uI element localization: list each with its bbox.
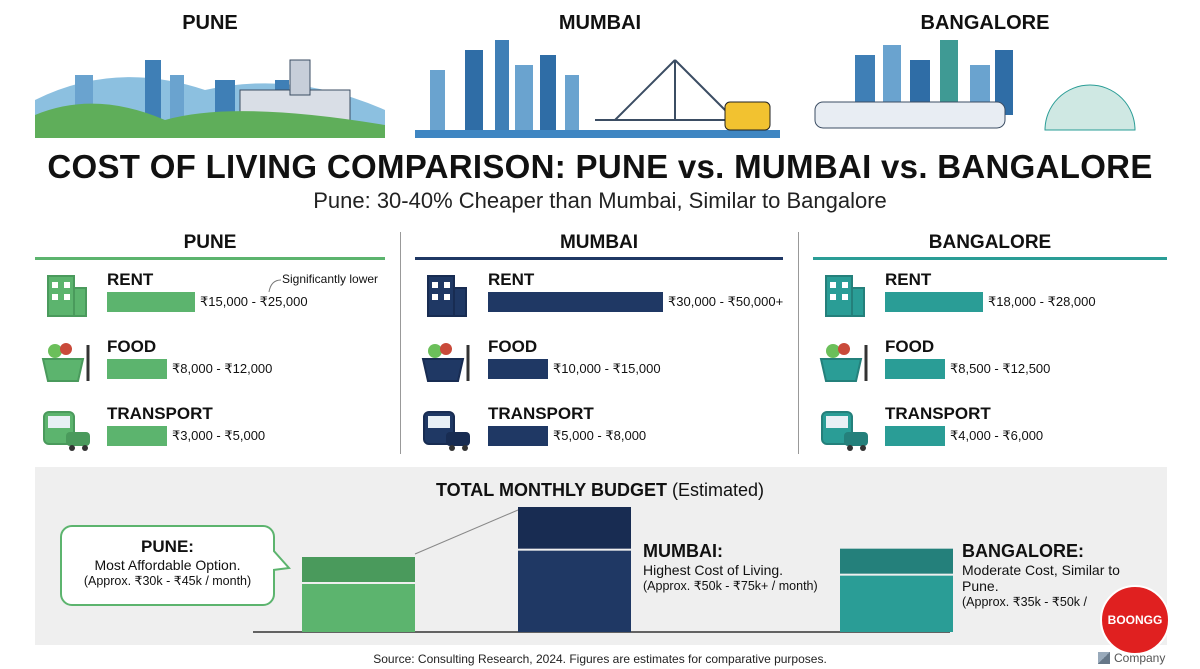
- column-header-bangalore: BANGALORE: [928, 232, 1052, 253]
- source-note: Source: Consulting Research, 2024. Figur…: [373, 652, 827, 666]
- column-divider: [798, 232, 799, 454]
- category-label-transport: TRANSPORT: [885, 404, 991, 423]
- category-label-rent: RENT: [488, 270, 535, 289]
- bus-car-icon: [43, 411, 90, 451]
- mumbai-budget-range: (Approx. ₹50k - ₹75k+ / month): [643, 579, 818, 593]
- column-underline: [35, 257, 385, 260]
- bangalore-budget-label: BANGALORE: Moderate Cost, Similar to Pun…: [962, 541, 1122, 609]
- value-label: ₹15,000 - ₹25,000: [200, 294, 308, 309]
- mumbai-budget-title: MUMBAI:: [643, 541, 723, 561]
- bus-car-icon: [423, 411, 470, 451]
- column-header-mumbai: MUMBAI: [559, 232, 639, 253]
- category-label-rent: RENT: [107, 270, 154, 289]
- page-subtitle: Pune: 30-40% Cheaper than Mumbai, Simila…: [313, 188, 887, 213]
- budget-title: TOTAL MONTHLY BUDGET (Estimated): [0, 480, 1200, 501]
- value-label: ₹3,000 - ₹5,000: [172, 428, 266, 443]
- bar-bangalore-rent: [885, 292, 983, 312]
- company-icon: [1098, 652, 1110, 664]
- city-skylines-illustration: [35, 40, 1136, 138]
- value-label: ₹8,000 - ₹12,000: [172, 361, 273, 376]
- building-icon: [825, 275, 865, 317]
- budget-bar-mumbai-lower: [518, 550, 631, 632]
- note-pointer: [268, 279, 282, 292]
- value-label: ₹4,000 - ₹6,000: [950, 428, 1044, 443]
- bangalore-budget-title: BANGALORE:: [962, 541, 1084, 561]
- category-label-rent: RENT: [885, 270, 932, 289]
- pune-callout-range: (Approx. ₹30k - ₹45k / month): [83, 574, 252, 588]
- grocery-basket-icon: [819, 343, 868, 382]
- bus-car-icon: [821, 411, 868, 451]
- pune-rent-note: Significantly lower: [282, 272, 379, 286]
- budget-bar-mumbai-upper: [518, 507, 631, 549]
- budget-bar-bangalore-lower: [840, 575, 953, 632]
- grocery-basket-icon: [421, 343, 470, 382]
- budget-bar-pune-lower: [302, 584, 415, 632]
- column-underline: [813, 257, 1167, 260]
- building-icon: [427, 275, 467, 317]
- column-underline: [415, 257, 783, 260]
- category-label-transport: TRANSPORT: [107, 404, 213, 423]
- bar-mumbai-rent: [488, 292, 663, 312]
- budget-bar-pune-upper: [302, 557, 415, 582]
- value-label: ₹8,500 - ₹12,500: [950, 361, 1051, 376]
- callout-connector: [414, 509, 519, 555]
- pune-callout-title: PUNE:: [141, 537, 194, 556]
- company-label: Company: [1114, 651, 1166, 665]
- mumbai-budget-desc: Highest Cost of Living.: [643, 562, 784, 578]
- city-title-mumbai: MUMBAI: [558, 12, 642, 34]
- page-title: COST OF LIVING COMPARISON: PUNE vs. MUMB…: [47, 148, 1153, 185]
- building-icon: [47, 275, 87, 317]
- budget-title-main: TOTAL MONTHLY BUDGET: [435, 480, 667, 500]
- bar-mumbai-food: [488, 359, 548, 379]
- mumbai-budget-label: MUMBAI: Highest Cost of Living. (Approx.…: [643, 541, 823, 593]
- bangalore-skyline: [814, 40, 1136, 131]
- category-label-food: FOOD: [107, 337, 157, 356]
- value-label: ₹30,000 - ₹50,000+: [668, 294, 784, 309]
- callout-pointer: [273, 549, 292, 571]
- company-mark: Company: [1098, 651, 1165, 665]
- column-header-pune: PUNE: [183, 232, 237, 253]
- budget-bar-bangalore-upper: [840, 548, 953, 574]
- bangalore-budget-range: (Approx. ₹35k - ₹50k /: [962, 595, 1087, 609]
- value-label: ₹5,000 - ₹8,000: [553, 428, 647, 443]
- column-divider: [400, 232, 401, 454]
- budget-title-suffix: (Estimated): [672, 480, 765, 500]
- pune-callout: PUNE: Most Affordable Option. (Approx. ₹…: [60, 525, 275, 606]
- bangalore-budget-desc: Moderate Cost, Similar to Pune.: [962, 562, 1120, 594]
- value-label: ₹18,000 - ₹28,000: [988, 294, 1096, 309]
- category-label-food: FOOD: [885, 337, 935, 356]
- bar-pune-rent: [107, 292, 195, 312]
- grocery-basket-icon: [41, 343, 90, 382]
- city-title-bangalore: BANGALORE: [920, 12, 1050, 34]
- category-label-food: FOOD: [488, 337, 538, 356]
- logo-text: BOONGG: [1107, 613, 1163, 627]
- pune-callout-desc: Most Affordable Option.: [94, 557, 241, 573]
- bar-mumbai-transport: [488, 426, 548, 446]
- bar-bangalore-food: [885, 359, 945, 379]
- brand-logo: BOONGG: [1100, 585, 1170, 655]
- bar-pune-food: [107, 359, 167, 379]
- category-label-transport: TRANSPORT: [488, 404, 594, 423]
- bar-pune-transport: [107, 426, 167, 446]
- bar-bangalore-transport: [885, 426, 945, 446]
- city-title-pune: PUNE: [182, 12, 238, 34]
- value-label: ₹10,000 - ₹15,000: [553, 361, 661, 376]
- mumbai-skyline: [415, 40, 780, 138]
- pune-skyline: [35, 59, 385, 138]
